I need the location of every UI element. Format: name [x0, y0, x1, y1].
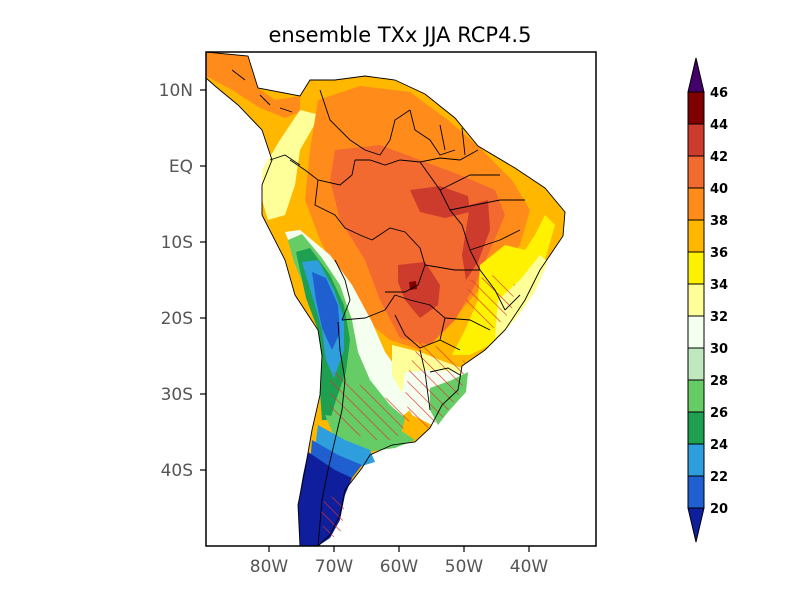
border-ecuador — [269, 154, 301, 166]
colorbar-level-label: 20 — [710, 502, 728, 517]
andes-blue-core — [312, 272, 340, 350]
x-tick-label: 40W — [510, 557, 549, 577]
colorbar-level-label: 42 — [710, 150, 728, 165]
colorbar: 20 22 24 26 28 30 32 34 36 38 40 42 44 46 — [687, 57, 728, 543]
colorbar-band — [687, 283, 705, 317]
hatch-patagonia — [320, 495, 345, 540]
colorbar-level-label: 36 — [710, 246, 728, 261]
max-heat-spot — [409, 281, 417, 290]
border-chile-argentina — [317, 321, 346, 546]
very-hot-patch-east — [462, 200, 490, 280]
colorbar-band — [687, 315, 705, 349]
colorbar-band — [687, 91, 705, 125]
colorbar-band — [687, 347, 705, 381]
y-tick-label: 30S — [161, 385, 193, 405]
map-panel — [206, 52, 596, 546]
colorbar-band — [687, 251, 705, 285]
y-tick-label: 20S — [161, 309, 193, 329]
northwest-yellow-band — [262, 110, 320, 220]
very-hot-patch-north — [410, 186, 470, 218]
border-guianas — [439, 124, 466, 156]
central-america — [206, 52, 300, 118]
colorbar-band — [687, 123, 705, 157]
colorbar-level-label: 24 — [710, 438, 728, 453]
hatch-southeast — [405, 340, 465, 428]
very-hot-patch-center — [398, 262, 440, 318]
hatch-east — [465, 275, 515, 328]
y-tick-label: 10S — [161, 233, 193, 253]
border-colombia-venezuela — [319, 89, 411, 156]
map-title: ensemble TXx JJA RCP4.5 — [269, 23, 532, 47]
border-central-america — [231, 69, 293, 113]
colorbar-band — [687, 187, 705, 221]
east-pale-band — [495, 255, 548, 338]
colorbar-level-label: 32 — [710, 310, 728, 325]
colorbar-band — [687, 475, 705, 509]
colorbar-band — [687, 411, 705, 445]
y-tick-label: EQ — [169, 157, 193, 177]
border-argentina-uruguay — [419, 349, 431, 411]
border-paraguay — [394, 294, 446, 349]
border-uruguay-brazil — [429, 367, 461, 376]
x-tick-label: 80W — [250, 557, 289, 577]
colorbar-level-label: 26 — [710, 406, 728, 421]
hatch-andes — [330, 370, 410, 440]
border-brazil-states — [419, 161, 525, 351]
border-peru-bolivia — [334, 259, 351, 321]
colorbar-level-label: 22 — [710, 470, 728, 485]
colorbar-band — [687, 443, 705, 477]
y-tick-label: 40S — [161, 461, 193, 481]
colorbar-top-arrow — [687, 57, 705, 93]
colorbar-level-label: 38 — [710, 214, 728, 229]
colorbar-band — [687, 155, 705, 189]
colorbar-level-label: 46 — [710, 86, 728, 101]
x-tick-label: 60W — [380, 557, 419, 577]
borders — [206, 52, 566, 546]
colorbar-level-label: 30 — [710, 342, 728, 357]
y-axis: 10N EQ 10S 20S 30S 40S — [159, 81, 206, 481]
colorbar-band — [687, 379, 705, 413]
x-tick-label: 50W — [445, 557, 484, 577]
border-peru-brazil — [314, 179, 373, 241]
border-brazil-north — [355, 149, 479, 166]
colorbar-level-label: 44 — [710, 118, 728, 133]
border-bolivia-argentina — [341, 294, 396, 321]
x-tick-label: 70W — [315, 557, 354, 577]
x-axis: 80W 70W 60W 50W 40W — [250, 546, 549, 577]
border-bolivia-brazil — [371, 227, 426, 293]
border-colombia-peru — [289, 159, 356, 186]
colorbar-level-label: 28 — [710, 374, 728, 389]
colorbar-level-label: 40 — [710, 182, 728, 197]
y-tick-label: 10N — [159, 81, 193, 101]
border-venezuela-guyana — [409, 109, 456, 156]
map-frame — [205, 51, 597, 547]
colorbar-band — [687, 219, 705, 253]
colorbar-level-label: 34 — [710, 278, 728, 293]
colorbar-bottom-arrow — [687, 507, 705, 543]
coastline — [206, 52, 566, 546]
